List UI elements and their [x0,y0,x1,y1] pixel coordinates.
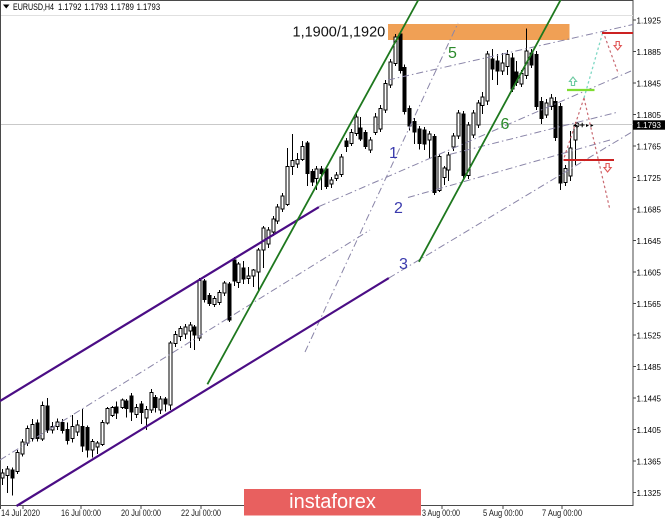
svg-text:1.1793: 1.1793 [84,2,108,12]
svg-text:1.1793: 1.1793 [637,120,662,130]
svg-text:16 Jul 00:00: 16 Jul 00:00 [61,508,101,518]
svg-text:1.1725: 1.1725 [637,173,662,183]
svg-text:1.1805: 1.1805 [637,110,662,120]
svg-text:1.1565: 1.1565 [637,299,662,309]
svg-text:1.1445: 1.1445 [637,393,662,403]
svg-text:1: 1 [389,145,398,162]
svg-text:1.1405: 1.1405 [637,425,662,435]
svg-text:1.1325: 1.1325 [637,488,662,498]
svg-text:EURUSD,H4: EURUSD,H4 [13,2,54,12]
svg-text:1.1525: 1.1525 [637,330,662,340]
svg-text:1.1645: 1.1645 [637,236,662,246]
svg-text:1.1485: 1.1485 [637,362,662,372]
svg-text:1,1900/1,1920: 1,1900/1,1920 [293,24,386,40]
svg-text:1.1789: 1.1789 [110,2,133,12]
svg-text:6: 6 [501,116,510,133]
svg-text:5 Aug 00:00: 5 Aug 00:00 [483,508,523,518]
svg-text:1.1885: 1.1885 [637,47,662,57]
svg-text:1.1765: 1.1765 [637,141,662,151]
svg-text:1.1685: 1.1685 [637,204,662,214]
svg-text:2: 2 [394,200,403,217]
svg-text:3: 3 [399,256,408,273]
svg-text:5: 5 [448,45,457,62]
svg-text:instaforex: instaforex [289,491,376,513]
svg-text:1.1845: 1.1845 [637,78,662,88]
svg-text:7 Aug 00:00: 7 Aug 00:00 [542,508,582,518]
svg-text:1.1793: 1.1793 [137,2,161,12]
svg-text:1.1605: 1.1605 [637,267,662,277]
svg-text:20 Jul 00:00: 20 Jul 00:00 [121,508,161,518]
svg-text:1.1365: 1.1365 [637,456,662,466]
svg-text:14 Jul 2020: 14 Jul 2020 [1,508,40,518]
svg-text:1.1925: 1.1925 [637,15,662,25]
svg-text:22 Jul 00:00: 22 Jul 00:00 [181,508,221,518]
svg-text:1.1792: 1.1792 [58,2,82,12]
svg-text:3 Aug 00:00: 3 Aug 00:00 [422,508,460,518]
